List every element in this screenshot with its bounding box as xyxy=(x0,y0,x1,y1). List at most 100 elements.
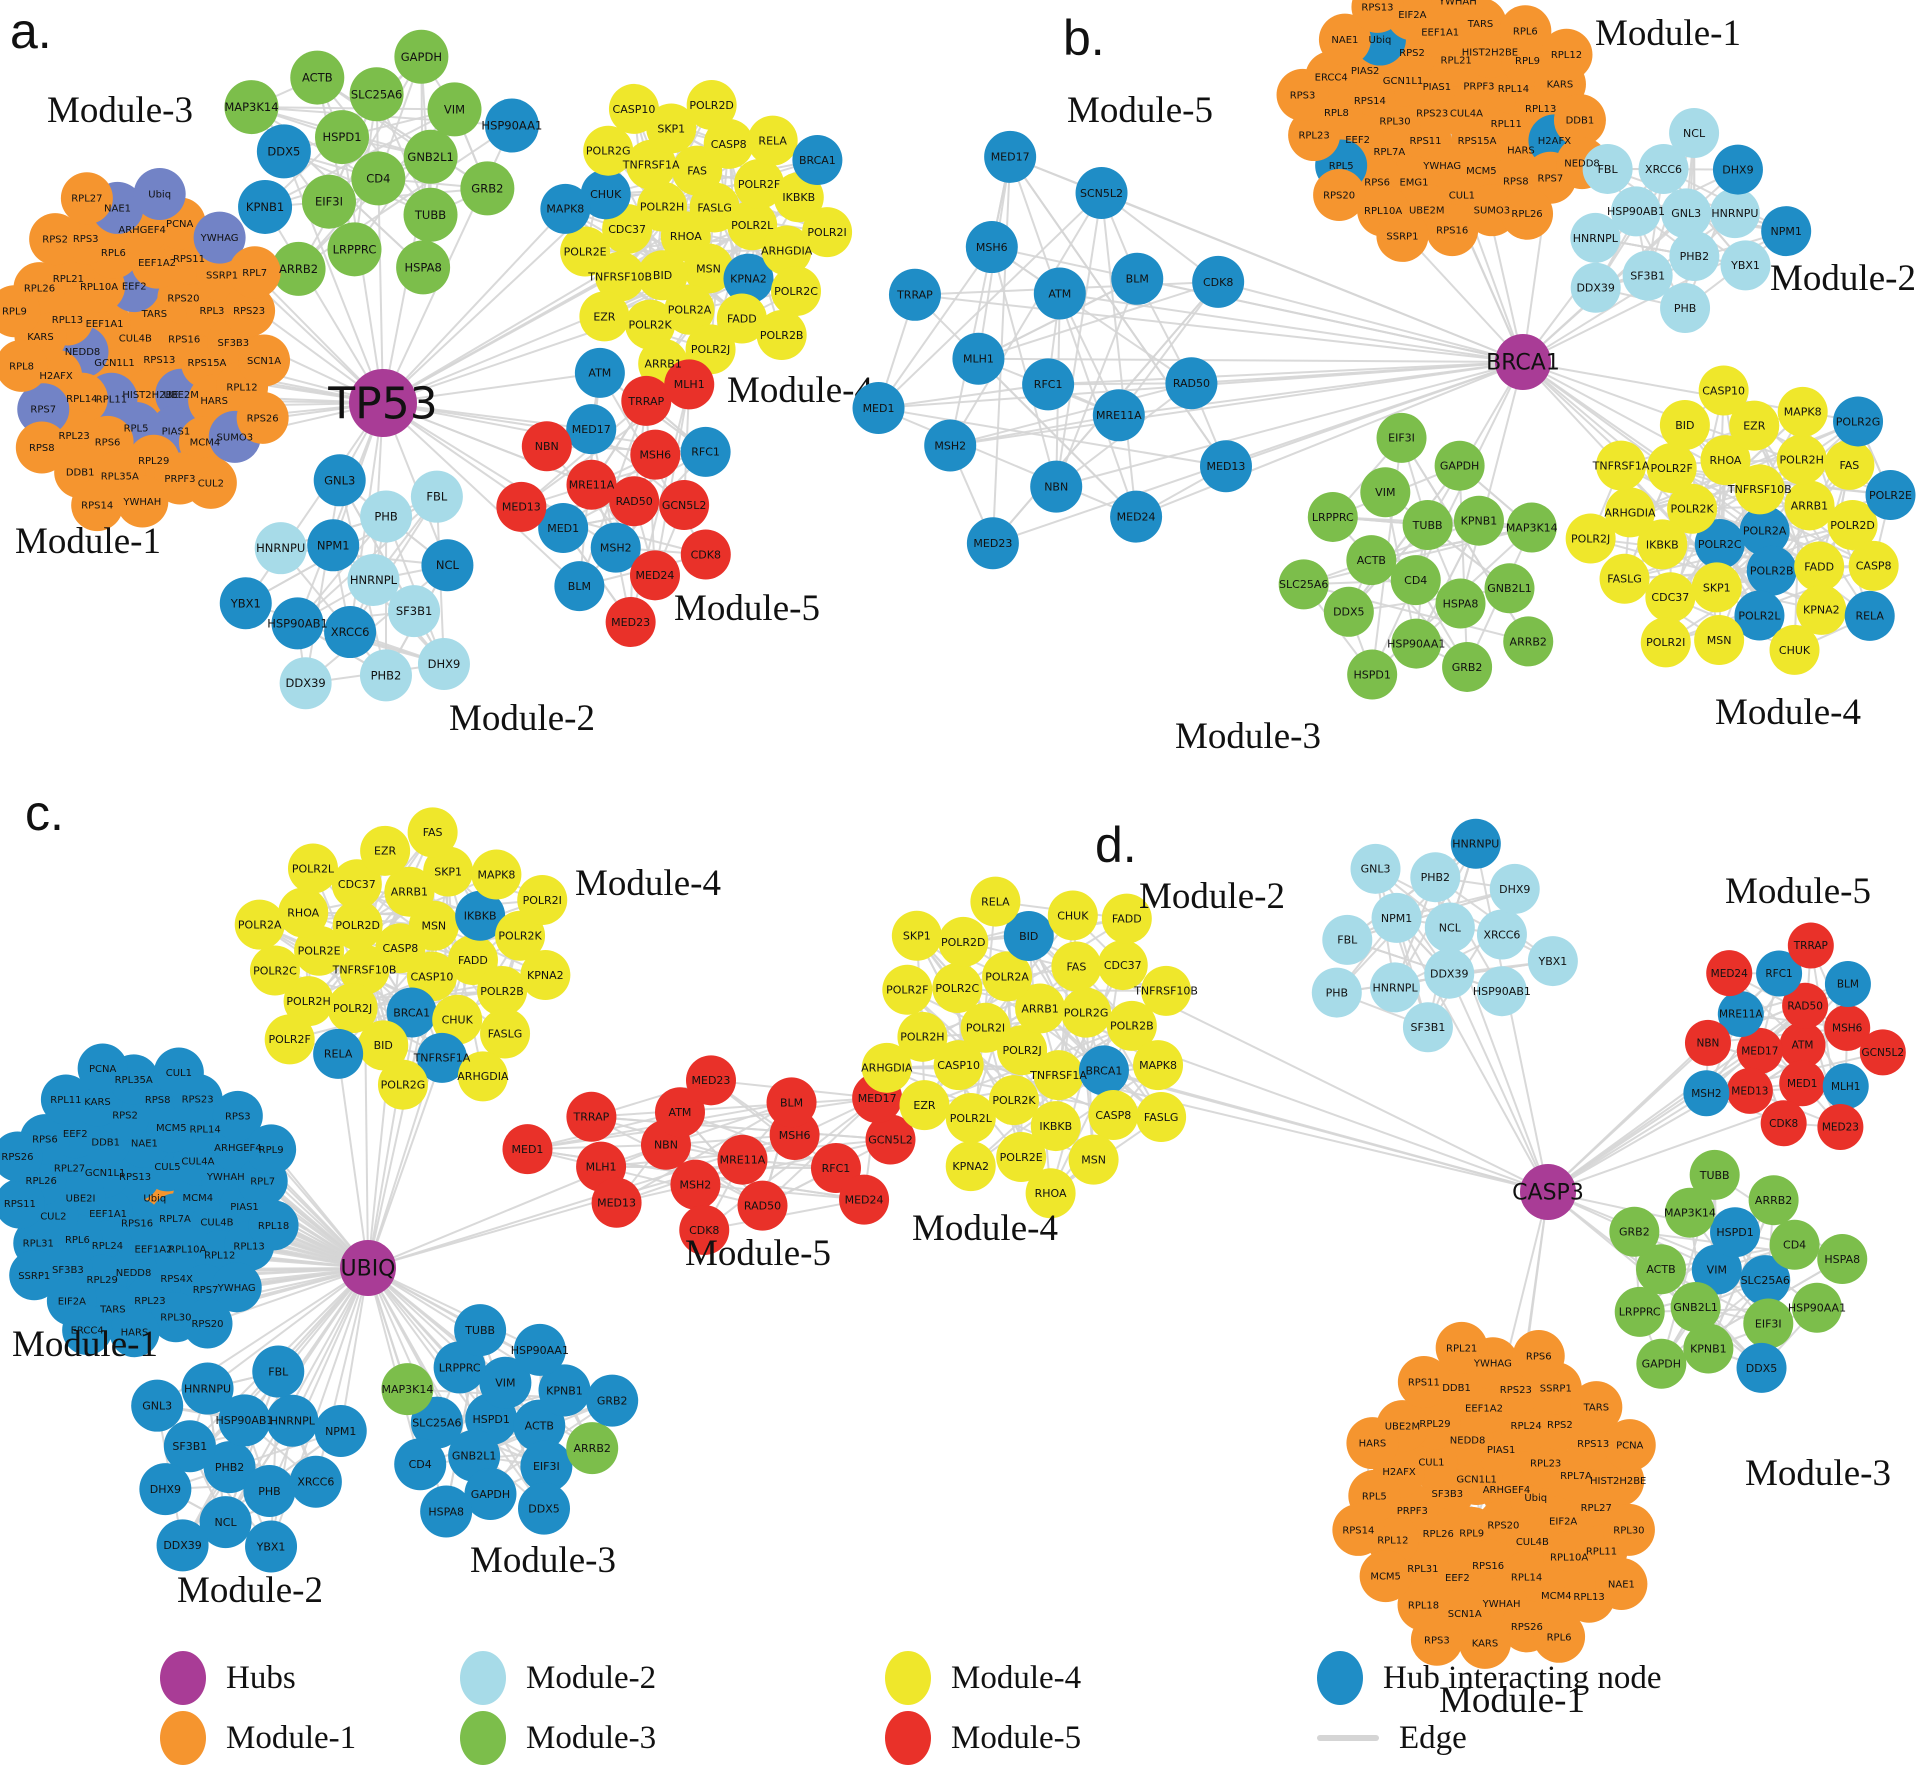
node-KPNB1[interactable] xyxy=(538,1364,591,1417)
node-POLR2D[interactable] xyxy=(686,80,737,131)
node-RHOA[interactable] xyxy=(1025,1168,1076,1219)
node-DDX39[interactable] xyxy=(1570,262,1621,313)
node-GNB2L1[interactable] xyxy=(403,129,458,184)
node-ATM[interactable] xyxy=(574,347,625,398)
node-DDX39[interactable] xyxy=(156,1519,209,1572)
node-CDK8[interactable] xyxy=(1192,255,1245,308)
node-HSPA8[interactable] xyxy=(420,1485,473,1538)
node-FADD[interactable] xyxy=(716,293,767,344)
node-MSH2[interactable] xyxy=(590,522,641,573)
node-MLH1[interactable] xyxy=(952,332,1005,385)
node-PHB[interactable] xyxy=(1660,282,1711,333)
node-ARRB1[interactable] xyxy=(1015,983,1066,1034)
node-RAD50[interactable] xyxy=(1165,357,1218,410)
node-MAPK8[interactable] xyxy=(471,849,522,900)
node-KPNA2[interactable] xyxy=(1796,584,1847,635)
node-PHB2[interactable] xyxy=(1410,852,1461,903)
node-ATM[interactable] xyxy=(1033,267,1086,320)
node-ARHGDIA[interactable] xyxy=(861,1042,912,1093)
node-MAP3K14[interactable] xyxy=(1664,1187,1715,1238)
node-RPS20[interactable] xyxy=(1313,168,1366,221)
node-FBL[interactable] xyxy=(1322,914,1373,965)
node-VIM[interactable] xyxy=(479,1356,532,1409)
node-SCN1A[interactable] xyxy=(238,334,291,387)
node-CD4[interactable] xyxy=(1390,555,1441,606)
node-EIF3I[interactable] xyxy=(301,174,356,229)
node-RPL11[interactable] xyxy=(40,1074,91,1125)
node-POLR2F[interactable] xyxy=(882,964,933,1015)
node-POLR2A[interactable] xyxy=(982,951,1033,1002)
node-CHUK[interactable] xyxy=(1047,890,1098,941)
node-MED17[interactable] xyxy=(984,130,1037,183)
node-MED23[interactable] xyxy=(966,517,1019,570)
node-MSH6[interactable] xyxy=(965,221,1018,274)
node-CD4[interactable] xyxy=(394,1438,447,1491)
node-FAS[interactable] xyxy=(407,807,458,858)
node-TRRAP[interactable] xyxy=(621,375,672,426)
node-DHX9[interactable] xyxy=(1712,144,1763,195)
node-EIF3I[interactable] xyxy=(1743,1298,1794,1349)
node-POLR2C[interactable] xyxy=(932,963,983,1014)
node-RAD50[interactable] xyxy=(609,476,660,527)
node-HSPD1[interactable] xyxy=(1710,1207,1761,1258)
node-RAD50[interactable] xyxy=(1782,982,1829,1029)
node-MSN[interactable] xyxy=(1694,615,1745,666)
node-BID[interactable] xyxy=(1003,910,1054,961)
node-POLR2D[interactable] xyxy=(1827,499,1878,550)
node-DDX5[interactable] xyxy=(256,124,311,179)
node-BRCA1[interactable] xyxy=(1078,1045,1129,1096)
node-POLR2C[interactable] xyxy=(249,945,300,996)
node-NPM1[interactable] xyxy=(1371,892,1422,943)
node-ARRB1[interactable] xyxy=(1784,480,1835,531)
node-MED24[interactable] xyxy=(1110,490,1163,543)
node-FBL[interactable] xyxy=(1582,143,1633,194)
node-RPS16[interactable] xyxy=(1426,204,1479,257)
node-GNL3[interactable] xyxy=(1350,843,1401,894)
node-RPS3[interactable] xyxy=(1276,68,1329,121)
node-RPS6[interactable] xyxy=(1512,1330,1565,1383)
node-TUBB[interactable] xyxy=(454,1304,507,1357)
node-MED24[interactable] xyxy=(1706,950,1753,997)
node-MRE11A[interactable] xyxy=(1092,389,1145,442)
node-RPS8[interactable] xyxy=(15,421,68,474)
node-KPNB1[interactable] xyxy=(1453,495,1504,546)
node-NBN[interactable] xyxy=(521,421,572,472)
node-MED1[interactable] xyxy=(1779,1060,1826,1107)
node-TUBB[interactable] xyxy=(1689,1149,1740,1200)
node-FAS[interactable] xyxy=(1051,941,1102,992)
node-DDB1[interactable] xyxy=(1553,94,1606,147)
node-SKP1[interactable] xyxy=(646,103,697,154)
node-SF3B1[interactable] xyxy=(1622,250,1673,301)
node-POLR2E[interactable] xyxy=(1865,470,1916,521)
node-MED17[interactable] xyxy=(566,404,617,455)
node-RPS11[interactable] xyxy=(0,1178,45,1229)
node-CDC37[interactable] xyxy=(331,859,382,910)
node-HNRNPU[interactable] xyxy=(181,1362,234,1415)
node-RFC1[interactable] xyxy=(1756,950,1803,997)
node-HSPA8[interactable] xyxy=(1435,578,1486,629)
node-SKP1[interactable] xyxy=(891,910,942,961)
node-RPS11[interactable] xyxy=(1397,1355,1450,1408)
node-LRPPRC[interactable] xyxy=(1307,491,1358,542)
node-MED23[interactable] xyxy=(1817,1103,1864,1150)
node-RAD50[interactable] xyxy=(737,1180,788,1231)
node-RPS2[interactable] xyxy=(29,213,82,266)
node-HNRNPU[interactable] xyxy=(1450,818,1501,869)
node-FADD[interactable] xyxy=(1101,893,1152,944)
node-POLR2F[interactable] xyxy=(734,159,785,210)
node-MAP3K14[interactable] xyxy=(1506,502,1557,553)
node-ACTB[interactable] xyxy=(1346,535,1397,586)
node-GNB2L1[interactable] xyxy=(1670,1282,1721,1333)
node-SF3B1[interactable] xyxy=(388,585,441,638)
node-RPL6[interactable] xyxy=(1533,1610,1586,1663)
node-MSH2[interactable] xyxy=(670,1159,721,1210)
node-HSP90AA1[interactable] xyxy=(484,98,539,153)
node-POLR2L[interactable] xyxy=(945,1092,996,1143)
node-MED24[interactable] xyxy=(629,550,680,601)
node-POLR2I[interactable] xyxy=(802,207,853,258)
node-DHX9[interactable] xyxy=(1489,863,1540,914)
node-POLR2G[interactable] xyxy=(1833,396,1884,447)
node-RHOA[interactable] xyxy=(1700,435,1751,486)
node-TRRAP[interactable] xyxy=(1787,922,1834,969)
node-CASP10[interactable] xyxy=(608,83,659,134)
